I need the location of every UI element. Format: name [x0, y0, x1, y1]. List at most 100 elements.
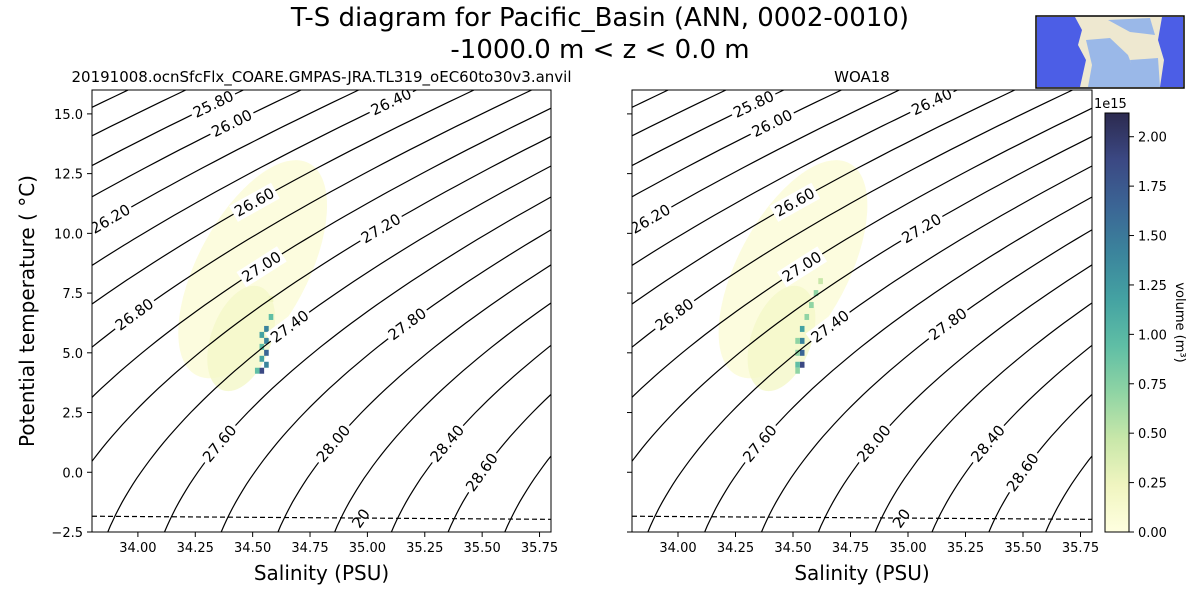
y-axis-label: Potential temperature ( °C) [15, 175, 39, 447]
y-tick-label: 12.5 [54, 168, 83, 183]
isopycnal-line [632, 90, 786, 167]
contour-label-bg [382, 302, 432, 346]
contour-label: 27.80 [925, 304, 970, 344]
contour-label-bg [206, 104, 258, 143]
x-tick-label: 35.50 [1004, 541, 1041, 556]
contour-label-bg [776, 246, 828, 288]
contour-label: 27.60 [739, 421, 781, 465]
contour-label-bg [265, 304, 315, 349]
y-tick-label: 15.0 [54, 108, 83, 123]
isopycnal-line [334, 302, 551, 532]
y-tick-label: 7.5 [62, 287, 83, 302]
inset-arctic [1108, 18, 1155, 35]
colorbar-gradient [1104, 112, 1130, 533]
colorbar-tick-label: 0.25 [1138, 477, 1167, 492]
contour-label-bg [896, 208, 947, 249]
isopycnal-line [277, 264, 551, 532]
plot-area: 25.2025.4025.6025.8026.0026.2026.4026.60… [0, 90, 551, 532]
contour-label-bg [746, 104, 798, 143]
contour-label-bg [365, 90, 417, 121]
isopycnal-line [632, 107, 1092, 399]
colorbar-tick-label: 2.00 [1138, 131, 1167, 146]
colorbar-tick-label: 1.00 [1138, 328, 1167, 343]
x-tick-label: 34.50 [234, 541, 271, 556]
contour-label: 25.20 [0, 96, 44, 131]
contour-label-bg [906, 90, 958, 121]
inset-atlantic [1086, 38, 1140, 87]
isopycnal-line [874, 302, 1092, 532]
contour-label-bg [923, 302, 973, 346]
isopycnal-line [1045, 455, 1092, 532]
isopycnal-line [817, 264, 1092, 532]
y-tick-label: 5.0 [62, 347, 83, 362]
colorbar-tick-label: 0.00 [1138, 526, 1167, 541]
contour-label: 28.60 [462, 450, 502, 495]
isopycnal-line [92, 90, 303, 198]
contour-label-bg [0, 95, 46, 132]
contour-label-bg [187, 90, 239, 123]
isopycnal-line [92, 135, 551, 463]
contour-label-bg [559, 112, 610, 150]
volume-cell [264, 349, 269, 356]
contour-label-bg [355, 208, 407, 249]
contour-label: 26.80 [112, 295, 157, 335]
y-tick-label: 0.0 [62, 466, 83, 481]
volume-cell [799, 325, 805, 332]
isopycnal-line [107, 165, 551, 532]
contour-label: 28.40 [426, 421, 468, 465]
x-tick-label: 35.75 [1062, 541, 1099, 556]
contour-label-bg [851, 419, 897, 468]
contour-label: 25.20 [538, 96, 584, 131]
contour-label: 27.60 [199, 421, 241, 465]
figure-title-line1: T-S diagram for Pacific_Basin (ANN, 0002… [290, 3, 910, 33]
axes-frame [631, 89, 1093, 533]
x-tick-label: 34.00 [119, 541, 156, 556]
axes-frame [91, 89, 552, 533]
volume-cell [795, 361, 800, 368]
colorbar: 0.00 0.25 0.50 0.75 1.00 1.25 1.50 1.75 2.00 1e15… [1094, 97, 1187, 541]
volume-cell [799, 349, 805, 356]
volume-cell [264, 337, 269, 344]
isopycnal-line [92, 107, 551, 399]
contour-label: 25.60 [559, 144, 605, 180]
y-tick-label: 10.0 [54, 227, 83, 242]
x-tick-label: 35.00 [889, 541, 926, 556]
contour-label-bg [311, 419, 356, 468]
panel-title: WOA18 [834, 68, 890, 86]
contour-label-bg [197, 419, 243, 468]
volume-cell [264, 325, 269, 332]
x-tick-label: 34.50 [774, 541, 811, 556]
contour-label-bg [769, 182, 821, 222]
volume-cell [799, 337, 805, 344]
volume-cell [259, 331, 265, 338]
contour-label-bg [805, 304, 855, 349]
volume-cell [795, 337, 800, 344]
x-tick-label: 34.25 [717, 541, 754, 556]
volume-cell [259, 355, 265, 362]
contour-label-bg [737, 419, 783, 468]
isopycnal-line [92, 90, 418, 267]
volume-cell [804, 313, 810, 320]
x-tick-label: 34.00 [659, 541, 696, 556]
contour-label-bg [649, 293, 700, 336]
colorbar-tick-label: 1.50 [1138, 230, 1167, 245]
colorbar-tick-label: 1.75 [1138, 180, 1167, 195]
freezing-line [632, 515, 1092, 520]
x-axis-label: Salinity (PSU) [794, 561, 929, 585]
contour-label: 27.80 [385, 304, 430, 344]
colorbar-tick-label: 0.75 [1138, 378, 1167, 393]
volume-cell [268, 313, 274, 320]
contour-label: 28.40 [967, 421, 1009, 465]
contour-label: 27.20 [358, 210, 404, 247]
contour-label-bg [92, 199, 136, 239]
contour-label: 27.20 [899, 210, 945, 247]
volume-cell [259, 367, 265, 374]
panel-title: 20191008.ocnSfcFlx_COARE.GMPAS-JRA.TL319… [71, 68, 571, 87]
volume-cell [254, 367, 260, 374]
isopycnal-line [632, 135, 1092, 463]
isopycnal-line [163, 196, 551, 532]
x-tick-label: 35.75 [521, 541, 558, 556]
colorbar-tick-label: 0.50 [1138, 427, 1167, 442]
isopycnal-line [647, 165, 1092, 532]
